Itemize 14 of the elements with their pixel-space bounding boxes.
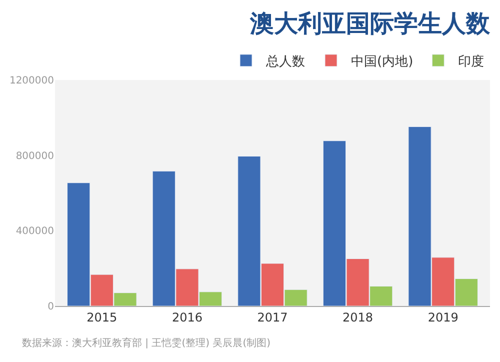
y-tick-label: 0 bbox=[48, 302, 54, 312]
x-tick-label: 2015 bbox=[86, 310, 118, 324]
source-note: 数据来源：澳大利亚教育部 | 王恺雯(整理) 吴辰晨(制图) bbox=[22, 337, 271, 349]
legend-label: 中国(内地) bbox=[351, 54, 414, 70]
x-tick-label: 2016 bbox=[172, 310, 202, 324]
x-tick-label: 2019 bbox=[428, 310, 458, 324]
y-tick-label: 400000 bbox=[16, 226, 54, 238]
x-tick-label: 2018 bbox=[342, 310, 374, 324]
y-tick-label: 1200000 bbox=[9, 76, 54, 86]
chart-title: 澳大利亚国际学生人数 bbox=[249, 9, 491, 38]
legend-label: 印度 bbox=[458, 54, 484, 70]
x-tick-label: 2017 bbox=[257, 310, 288, 324]
y-tick-label: 800000 bbox=[16, 150, 54, 162]
legend-label: 总人数 bbox=[265, 54, 305, 70]
